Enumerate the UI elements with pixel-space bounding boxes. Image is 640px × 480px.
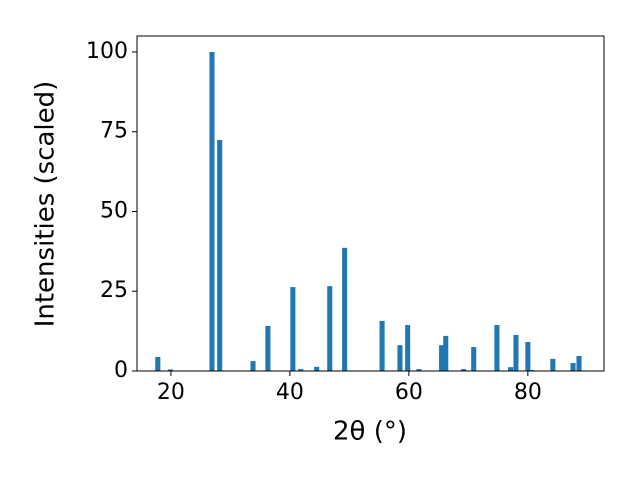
x-axis-label: 2θ (°) <box>333 417 407 447</box>
bar <box>327 286 333 371</box>
bar <box>265 326 271 371</box>
bar <box>379 320 385 371</box>
bar <box>298 369 304 371</box>
bar <box>570 363 576 371</box>
bar <box>250 361 256 371</box>
bar <box>439 345 445 371</box>
bar <box>443 335 449 371</box>
bar <box>508 367 514 371</box>
bar <box>461 369 467 371</box>
y-tick-label: 75 <box>100 119 128 144</box>
bar <box>209 51 215 371</box>
bar <box>576 356 582 371</box>
bar <box>513 334 519 371</box>
x-tick-label: 60 <box>395 380 423 405</box>
x-tick-label: 20 <box>157 380 185 405</box>
bar <box>155 356 161 371</box>
y-tick-label: 100 <box>86 39 128 64</box>
bar <box>550 358 556 371</box>
bar <box>471 347 477 371</box>
bar <box>494 325 500 371</box>
bar <box>525 341 531 371</box>
y-tick-label: 0 <box>114 358 128 383</box>
bar <box>405 325 411 371</box>
bar <box>314 366 320 371</box>
plot-frame <box>136 35 605 372</box>
x-tick-label: 40 <box>276 380 304 405</box>
y-axis-label: Intensities (scaled) <box>31 81 61 328</box>
y-tick-label: 50 <box>100 198 128 223</box>
bar <box>397 345 403 371</box>
bar <box>217 140 223 371</box>
bar <box>416 369 422 371</box>
bar <box>167 369 173 371</box>
bar <box>290 287 296 371</box>
x-tick-label: 80 <box>514 380 542 405</box>
y-tick-label: 25 <box>100 278 128 303</box>
bar <box>342 247 348 371</box>
